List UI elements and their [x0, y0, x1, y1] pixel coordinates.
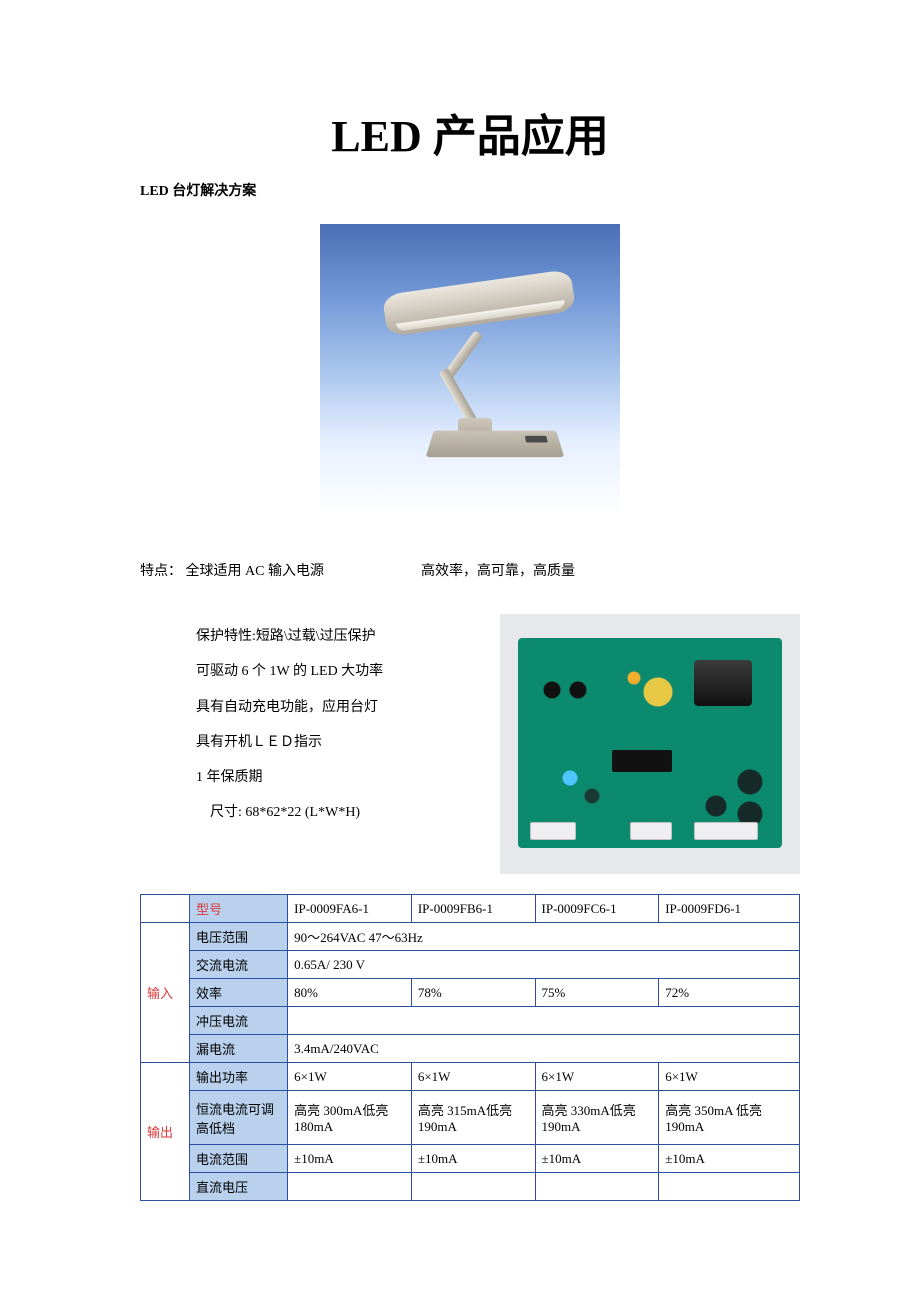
- cc-label: 恒流电流可调高低档: [190, 1091, 288, 1145]
- ac-current-label: 交流电流: [190, 951, 288, 979]
- specs-table: 型号 IP-0009FA6-1 IP-0009FB6-1 IP-0009FC6-…: [140, 894, 800, 1201]
- inrush-value: [288, 1007, 800, 1035]
- ac-current-value: 0.65A/ 230 V: [288, 951, 800, 979]
- feature-line-1: 特点： 全球适用 AC 输入电源 高效率，高可靠，高质量: [140, 559, 800, 584]
- dcv-0: [288, 1173, 412, 1201]
- eff-1: 78%: [411, 979, 535, 1007]
- feature-1b: 高效率，高可靠，高质量: [421, 564, 575, 579]
- dcv-2: [535, 1173, 659, 1201]
- ir-0: ±10mA: [288, 1145, 412, 1173]
- power-1: 6×1W: [411, 1063, 535, 1091]
- power-3: 6×1W: [659, 1063, 800, 1091]
- inrush-label: 冲压电流: [190, 1007, 288, 1035]
- cc-3: 高亮 350mA 低亮190mA: [659, 1091, 800, 1145]
- voltage-range-value: 90～264VAC 47～63Hz: [288, 923, 800, 951]
- feature-prefix: 特点：: [140, 564, 182, 579]
- leakage-value: 3.4mA/240VAC: [288, 1035, 800, 1063]
- model-1: IP-0009FB6-1: [411, 895, 535, 923]
- power-0: 6×1W: [288, 1063, 412, 1091]
- cc-2: 高亮 330mA低亮 190mA: [535, 1091, 659, 1145]
- dcv-1: [411, 1173, 535, 1201]
- ir-2: ±10mA: [535, 1145, 659, 1173]
- lamp-image: [320, 224, 620, 514]
- model-label: 型号: [190, 895, 288, 923]
- cc-1: 高亮 315mA低亮 190mA: [411, 1091, 535, 1145]
- pcb-image: [500, 614, 800, 874]
- power-2: 6×1W: [535, 1063, 659, 1091]
- voltage-range-label: 电压范围: [190, 923, 288, 951]
- lamp-image-wrap: [140, 224, 800, 519]
- ir-1: ±10mA: [411, 1145, 535, 1173]
- ir-3: ±10mA: [659, 1145, 800, 1173]
- eff-2: 75%: [535, 979, 659, 1007]
- model-2: IP-0009FC6-1: [535, 895, 659, 923]
- pcb-image-wrap: [500, 614, 800, 874]
- dcv-3: [659, 1173, 800, 1201]
- efficiency-label: 效率: [190, 979, 288, 1007]
- leakage-label: 漏电流: [190, 1035, 288, 1063]
- model-3: IP-0009FD6-1: [659, 895, 800, 923]
- output-section: 输出: [141, 1063, 190, 1201]
- feature-1a: 全球适用 AC 输入电源: [186, 564, 324, 579]
- irange-label: 电流范围: [190, 1145, 288, 1173]
- dcv-label: 直流电压: [190, 1173, 288, 1201]
- cc-0: 高亮 300mA低亮 180mA: [288, 1091, 412, 1145]
- eff-0: 80%: [288, 979, 412, 1007]
- input-section: 输入: [141, 923, 190, 1063]
- page-title: LED 产品应用: [140, 100, 800, 164]
- subtitle: LED 台灯解决方案: [140, 180, 800, 200]
- model-0: IP-0009FA6-1: [288, 895, 412, 923]
- eff-3: 72%: [659, 979, 800, 1007]
- power-label: 输出功率: [190, 1063, 288, 1091]
